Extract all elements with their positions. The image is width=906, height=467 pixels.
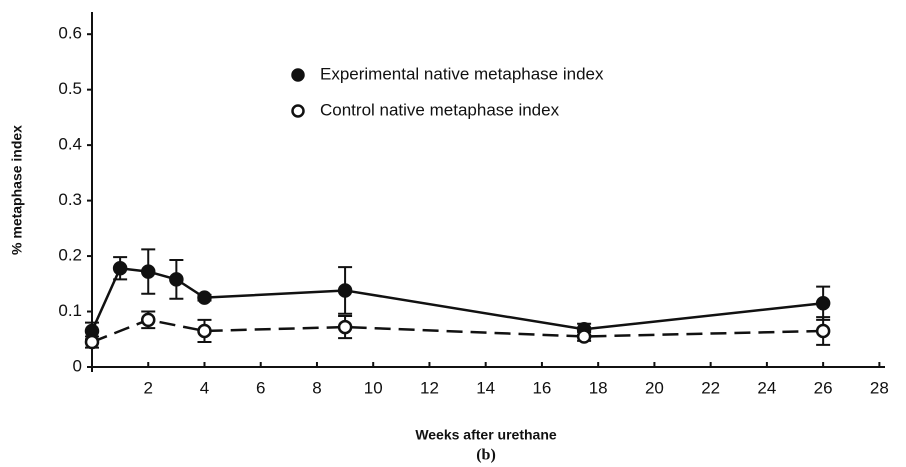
data-point [576, 329, 592, 344]
y-tick-label: 0 [73, 356, 82, 375]
x-tick-label: 20 [645, 378, 664, 397]
y-tick-label: 0.6 [58, 24, 82, 43]
data-point [337, 319, 353, 335]
legend-label: Experimental native metaphase index [320, 64, 604, 83]
x-tick-label: 22 [701, 378, 720, 397]
x-tick-label: 4 [200, 378, 209, 397]
legend-marker [291, 68, 305, 82]
data-point [169, 272, 184, 287]
y-tick-label: 0.2 [58, 246, 82, 265]
data-point [84, 334, 100, 350]
x-tick-label: 18 [589, 378, 608, 397]
x-axis-title: Weeks after urethane [415, 427, 557, 443]
data-point [140, 264, 156, 279]
x-tick-label: 2 [144, 378, 153, 397]
data-point [140, 312, 156, 328]
y-axis-title: % metaphase index [9, 125, 25, 255]
series-line [91, 318, 824, 344]
data-point [197, 290, 212, 305]
legend-marker [291, 104, 305, 118]
x-tick-label: 28 [870, 378, 889, 397]
data-point [337, 283, 353, 298]
x-tick-label: 12 [420, 378, 439, 397]
data-point [815, 295, 831, 311]
caption: (b) [476, 447, 496, 464]
x-tick-label: 14 [476, 378, 495, 397]
data-point [197, 323, 212, 339]
legend-label: Control native metaphase index [320, 100, 560, 119]
data-point [112, 261, 128, 276]
y-tick-label: 0.3 [58, 190, 82, 209]
y-tick-label: 0.5 [58, 79, 82, 98]
x-tick-label: 6 [256, 378, 265, 397]
y-tick-label: 0.4 [58, 135, 82, 154]
x-tick-label: 10 [364, 378, 383, 397]
x-tick-label: 16 [532, 378, 551, 397]
x-tick-label: 26 [814, 378, 833, 397]
data-point [815, 323, 831, 339]
x-tick-label: 24 [757, 378, 776, 397]
x-tick-label: 8 [312, 378, 321, 397]
y-tick-label: 0.1 [58, 301, 82, 320]
